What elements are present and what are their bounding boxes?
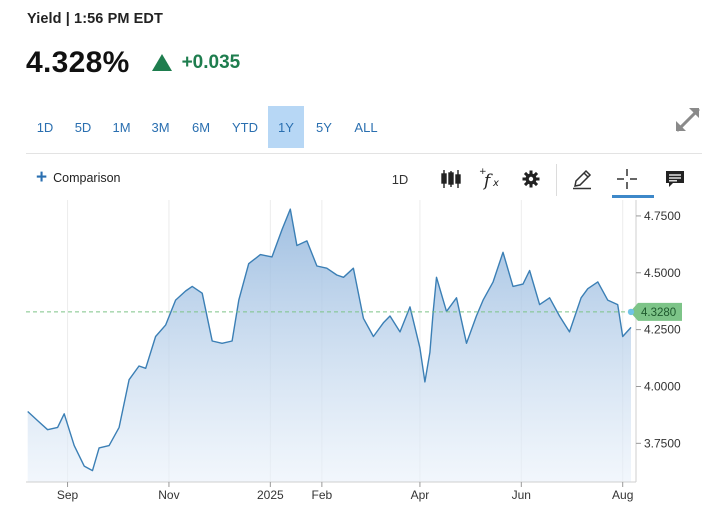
- range-selector: 1D 5D 1M 3M 6M YTD 1Y 5Y ALL: [26, 106, 388, 148]
- range-all[interactable]: ALL: [354, 119, 378, 135]
- interval-button[interactable]: 1D: [391, 171, 409, 187]
- y-tick-label-3: 4.5000: [644, 266, 681, 280]
- range-5d[interactable]: 5D: [74, 119, 92, 135]
- last-value-label: 4.3280: [641, 307, 676, 319]
- range-6m[interactable]: 6M: [191, 119, 211, 135]
- x-tick-label-5: Jun: [512, 488, 531, 502]
- range-1d[interactable]: 1D: [36, 119, 54, 135]
- comparison-button[interactable]: + Comparison: [36, 167, 121, 188]
- expand-icon[interactable]: [673, 105, 703, 135]
- active-tool-indicator: [612, 195, 654, 198]
- svg-text:f: f: [482, 171, 493, 191]
- x-tick-label-1: Nov: [158, 488, 179, 502]
- fx-indicator-icon[interactable]: + f x: [475, 164, 505, 194]
- last-value-badge: 4.3280: [627, 302, 682, 321]
- x-tick-label-0: Sep: [57, 488, 79, 502]
- series-area: [27, 209, 631, 482]
- series-line: [27, 208, 632, 472]
- pencil-icon[interactable]: [566, 164, 598, 194]
- y-tick-label-2: 4.2500: [644, 323, 681, 337]
- y-tick-label-1: 4.0000: [644, 379, 681, 393]
- comparison-label: Comparison: [53, 171, 121, 185]
- plus-icon: +: [36, 167, 48, 188]
- comment-icon[interactable]: [660, 164, 690, 194]
- toolbar-separator: [556, 164, 557, 196]
- x-tick-label-3: Feb: [312, 488, 333, 502]
- y-tick-label-0: 3.7500: [644, 436, 681, 450]
- y-tick-label-4: 4.7500: [644, 209, 681, 223]
- price-change: +0.035: [181, 52, 241, 73]
- up-arrow-icon: [151, 53, 172, 71]
- range-ytd[interactable]: YTD: [232, 119, 258, 135]
- range-3m[interactable]: 3M: [151, 119, 170, 135]
- range-5y[interactable]: 5Y: [316, 119, 332, 135]
- svg-text:x: x: [492, 178, 499, 189]
- crosshair-icon[interactable]: [612, 164, 642, 194]
- x-tick-label-6: Aug: [612, 488, 633, 502]
- last-value-dot: [627, 308, 635, 316]
- x-tick-label-4: Apr: [411, 488, 430, 502]
- x-tick-label-2: 2025: [257, 488, 284, 502]
- candlestick-icon[interactable]: [436, 164, 466, 194]
- divider: [26, 153, 702, 154]
- quote-row: 4.328% +0.035: [26, 46, 240, 80]
- svg-text:+: +: [479, 167, 487, 177]
- price-value: 4.328%: [26, 46, 130, 79]
- range-1y[interactable]: 1Y: [268, 106, 304, 148]
- gear-icon[interactable]: [518, 164, 544, 194]
- page-title: Yield | 1:56 PM EDT: [27, 11, 163, 27]
- yield-chart[interactable]: 3.7500 4.0000 4.2500 4.5000 4.7500 Sep Nov 202…: [0, 196, 714, 508]
- range-1m[interactable]: 1M: [112, 119, 131, 135]
